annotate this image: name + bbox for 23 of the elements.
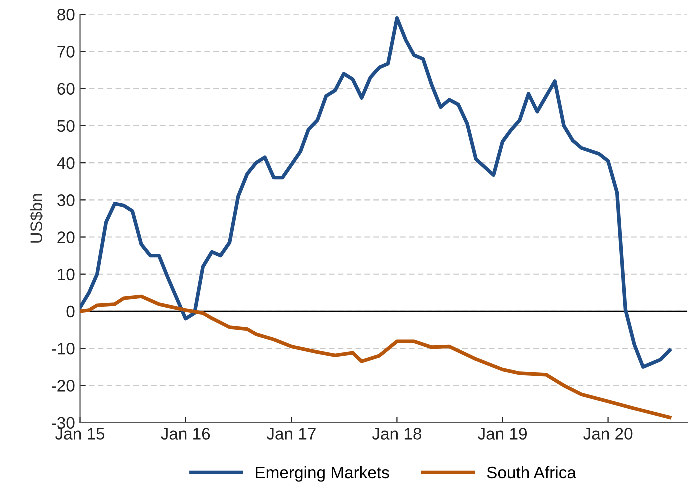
legend-label: Emerging Markets	[256, 466, 390, 482]
legend-label: South Africa	[487, 466, 576, 479]
line-series	[80, 294, 672, 420]
x-tick-label: Jan 16	[161, 428, 210, 440]
x-tick-label: Jan 19	[478, 428, 527, 440]
x-tick-label: Jan 15	[56, 428, 105, 440]
y-tick-label: 0	[66, 306, 75, 318]
x-tick-label: Jan 17	[266, 428, 316, 440]
y-tick-label: -20	[52, 380, 75, 392]
y-tick-label: 60	[58, 83, 75, 96]
y-tick-label: 70	[58, 46, 75, 58]
y-tick-label: -30	[52, 417, 75, 430]
x-tick-label: Jan 20	[584, 428, 633, 440]
y-tick-label: 20	[58, 232, 75, 244]
x-tick-label: Jan 18	[372, 428, 422, 440]
y-tick-label: -10	[52, 342, 75, 355]
y-tick-label: 50	[58, 120, 75, 132]
y-tick-label: 30	[58, 194, 75, 206]
y-tick-label: 10	[58, 268, 75, 281]
line-series	[80, 16, 672, 369]
y-axis-title: US$bn	[30, 194, 44, 243]
y-tick-label: 40	[57, 157, 75, 170]
y-tick-label: 80	[58, 8, 75, 21]
